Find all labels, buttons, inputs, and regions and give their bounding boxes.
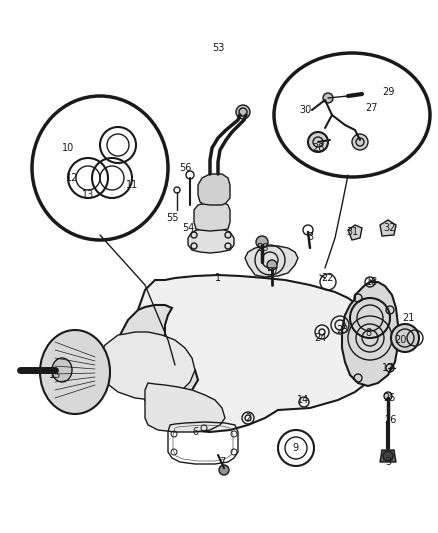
Text: 12: 12 xyxy=(66,173,78,183)
Text: 13: 13 xyxy=(82,190,94,200)
Text: 54: 54 xyxy=(182,223,194,233)
Ellipse shape xyxy=(40,330,110,414)
Text: 9: 9 xyxy=(292,443,298,453)
Circle shape xyxy=(236,105,250,119)
Text: 28: 28 xyxy=(312,143,324,153)
Text: 11: 11 xyxy=(126,180,138,190)
Circle shape xyxy=(308,132,328,152)
Text: 57: 57 xyxy=(266,267,278,277)
Text: 53: 53 xyxy=(212,43,224,53)
Polygon shape xyxy=(138,275,382,432)
Text: 7: 7 xyxy=(219,457,225,467)
Polygon shape xyxy=(98,332,195,400)
Text: 8: 8 xyxy=(365,328,371,338)
Text: 20: 20 xyxy=(394,335,406,345)
Text: 23: 23 xyxy=(336,325,348,335)
Text: 3: 3 xyxy=(385,457,391,467)
Polygon shape xyxy=(145,383,225,432)
Polygon shape xyxy=(198,174,230,205)
Text: 25: 25 xyxy=(384,393,396,403)
Circle shape xyxy=(352,134,368,150)
Circle shape xyxy=(383,451,393,461)
Text: 27: 27 xyxy=(366,103,378,113)
Circle shape xyxy=(323,93,333,103)
Circle shape xyxy=(219,465,229,475)
Polygon shape xyxy=(194,202,230,231)
Text: 55: 55 xyxy=(166,213,178,223)
Text: 1: 1 xyxy=(215,273,221,283)
Circle shape xyxy=(384,392,392,400)
Polygon shape xyxy=(118,305,198,400)
Text: 58: 58 xyxy=(256,243,268,253)
Text: 26: 26 xyxy=(384,415,396,425)
Circle shape xyxy=(256,236,268,248)
Polygon shape xyxy=(380,220,396,236)
Circle shape xyxy=(267,260,277,270)
Text: 6: 6 xyxy=(192,427,198,437)
Ellipse shape xyxy=(391,324,419,352)
Text: 10: 10 xyxy=(62,143,74,153)
Text: 15: 15 xyxy=(49,370,61,380)
Text: 17: 17 xyxy=(382,363,394,373)
Text: 56: 56 xyxy=(179,163,191,173)
Ellipse shape xyxy=(52,358,72,382)
Text: 3: 3 xyxy=(307,232,313,242)
Polygon shape xyxy=(245,246,298,277)
Text: 14: 14 xyxy=(297,395,309,405)
Polygon shape xyxy=(188,228,234,253)
Text: 18: 18 xyxy=(366,277,378,287)
Text: 29: 29 xyxy=(382,87,394,97)
Text: 32: 32 xyxy=(384,223,396,233)
Text: 2: 2 xyxy=(245,413,251,423)
Text: 21: 21 xyxy=(402,313,414,323)
Text: 24: 24 xyxy=(314,333,326,343)
Text: 22: 22 xyxy=(322,273,334,283)
Text: 30: 30 xyxy=(299,105,311,115)
Text: 31: 31 xyxy=(346,227,358,237)
Polygon shape xyxy=(342,282,398,386)
Polygon shape xyxy=(348,225,362,240)
Polygon shape xyxy=(380,450,396,462)
